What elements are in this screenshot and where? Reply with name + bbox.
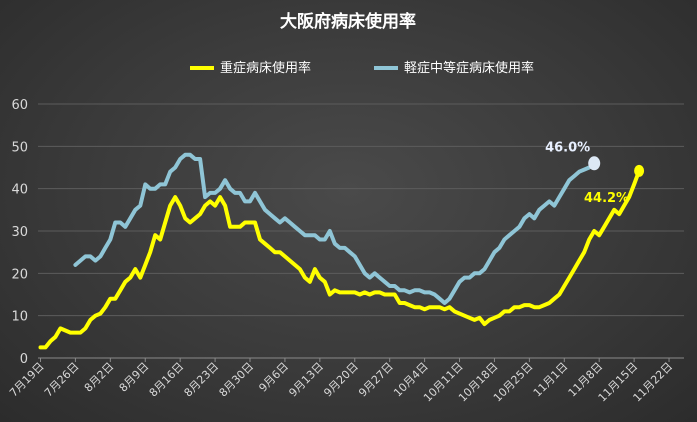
y-tick-label: 60 (11, 98, 28, 113)
y-tick-label: 0 (20, 352, 28, 367)
x-tick-label: 9月6日 (256, 360, 291, 395)
end-value-label: 46.0% (545, 140, 590, 155)
legend-label-severe: 重症病床使用率 (220, 60, 311, 76)
x-tick-label: 11月1日 (531, 360, 571, 400)
x-tick-label: 8月9日 (117, 360, 152, 395)
y-tick-label: 50 (11, 140, 28, 155)
annotations: 46.0% 44.2% (545, 140, 645, 206)
series-line-severe (38, 168, 642, 350)
x-tick-label: 9月20日 (321, 360, 361, 400)
chart-title: 大阪府病床使用率 (280, 11, 416, 32)
y-axis: 0 10 20 30 40 50 60 (11, 98, 684, 367)
x-tick-label: 7月26日 (42, 360, 82, 400)
end-marker-severe (634, 164, 645, 177)
legend-label-moderate: 軽症中等症病床使用率 (404, 60, 534, 76)
x-tick-label: 8月23日 (182, 360, 222, 400)
plot-area (38, 152, 642, 350)
end-marker-moderate (588, 156, 601, 171)
y-tick-label: 40 (11, 183, 28, 198)
y-tick-label: 20 (11, 267, 28, 282)
y-tick-label: 10 (11, 310, 28, 325)
y-tick-label: 30 (11, 225, 28, 240)
legend: 重症病床使用率 軽症中等症病床使用率 (190, 60, 534, 76)
x-tick-label: 9月13日 (286, 360, 326, 400)
end-value-label: 44.2% (584, 191, 629, 206)
x-tick-label: 9月27日 (356, 360, 396, 400)
x-tick-label: 8月30日 (217, 360, 257, 400)
series-line-moderate (73, 152, 597, 305)
x-tick-label: 8月16日 (147, 360, 187, 400)
x-tick-label: 8月2日 (82, 360, 117, 395)
